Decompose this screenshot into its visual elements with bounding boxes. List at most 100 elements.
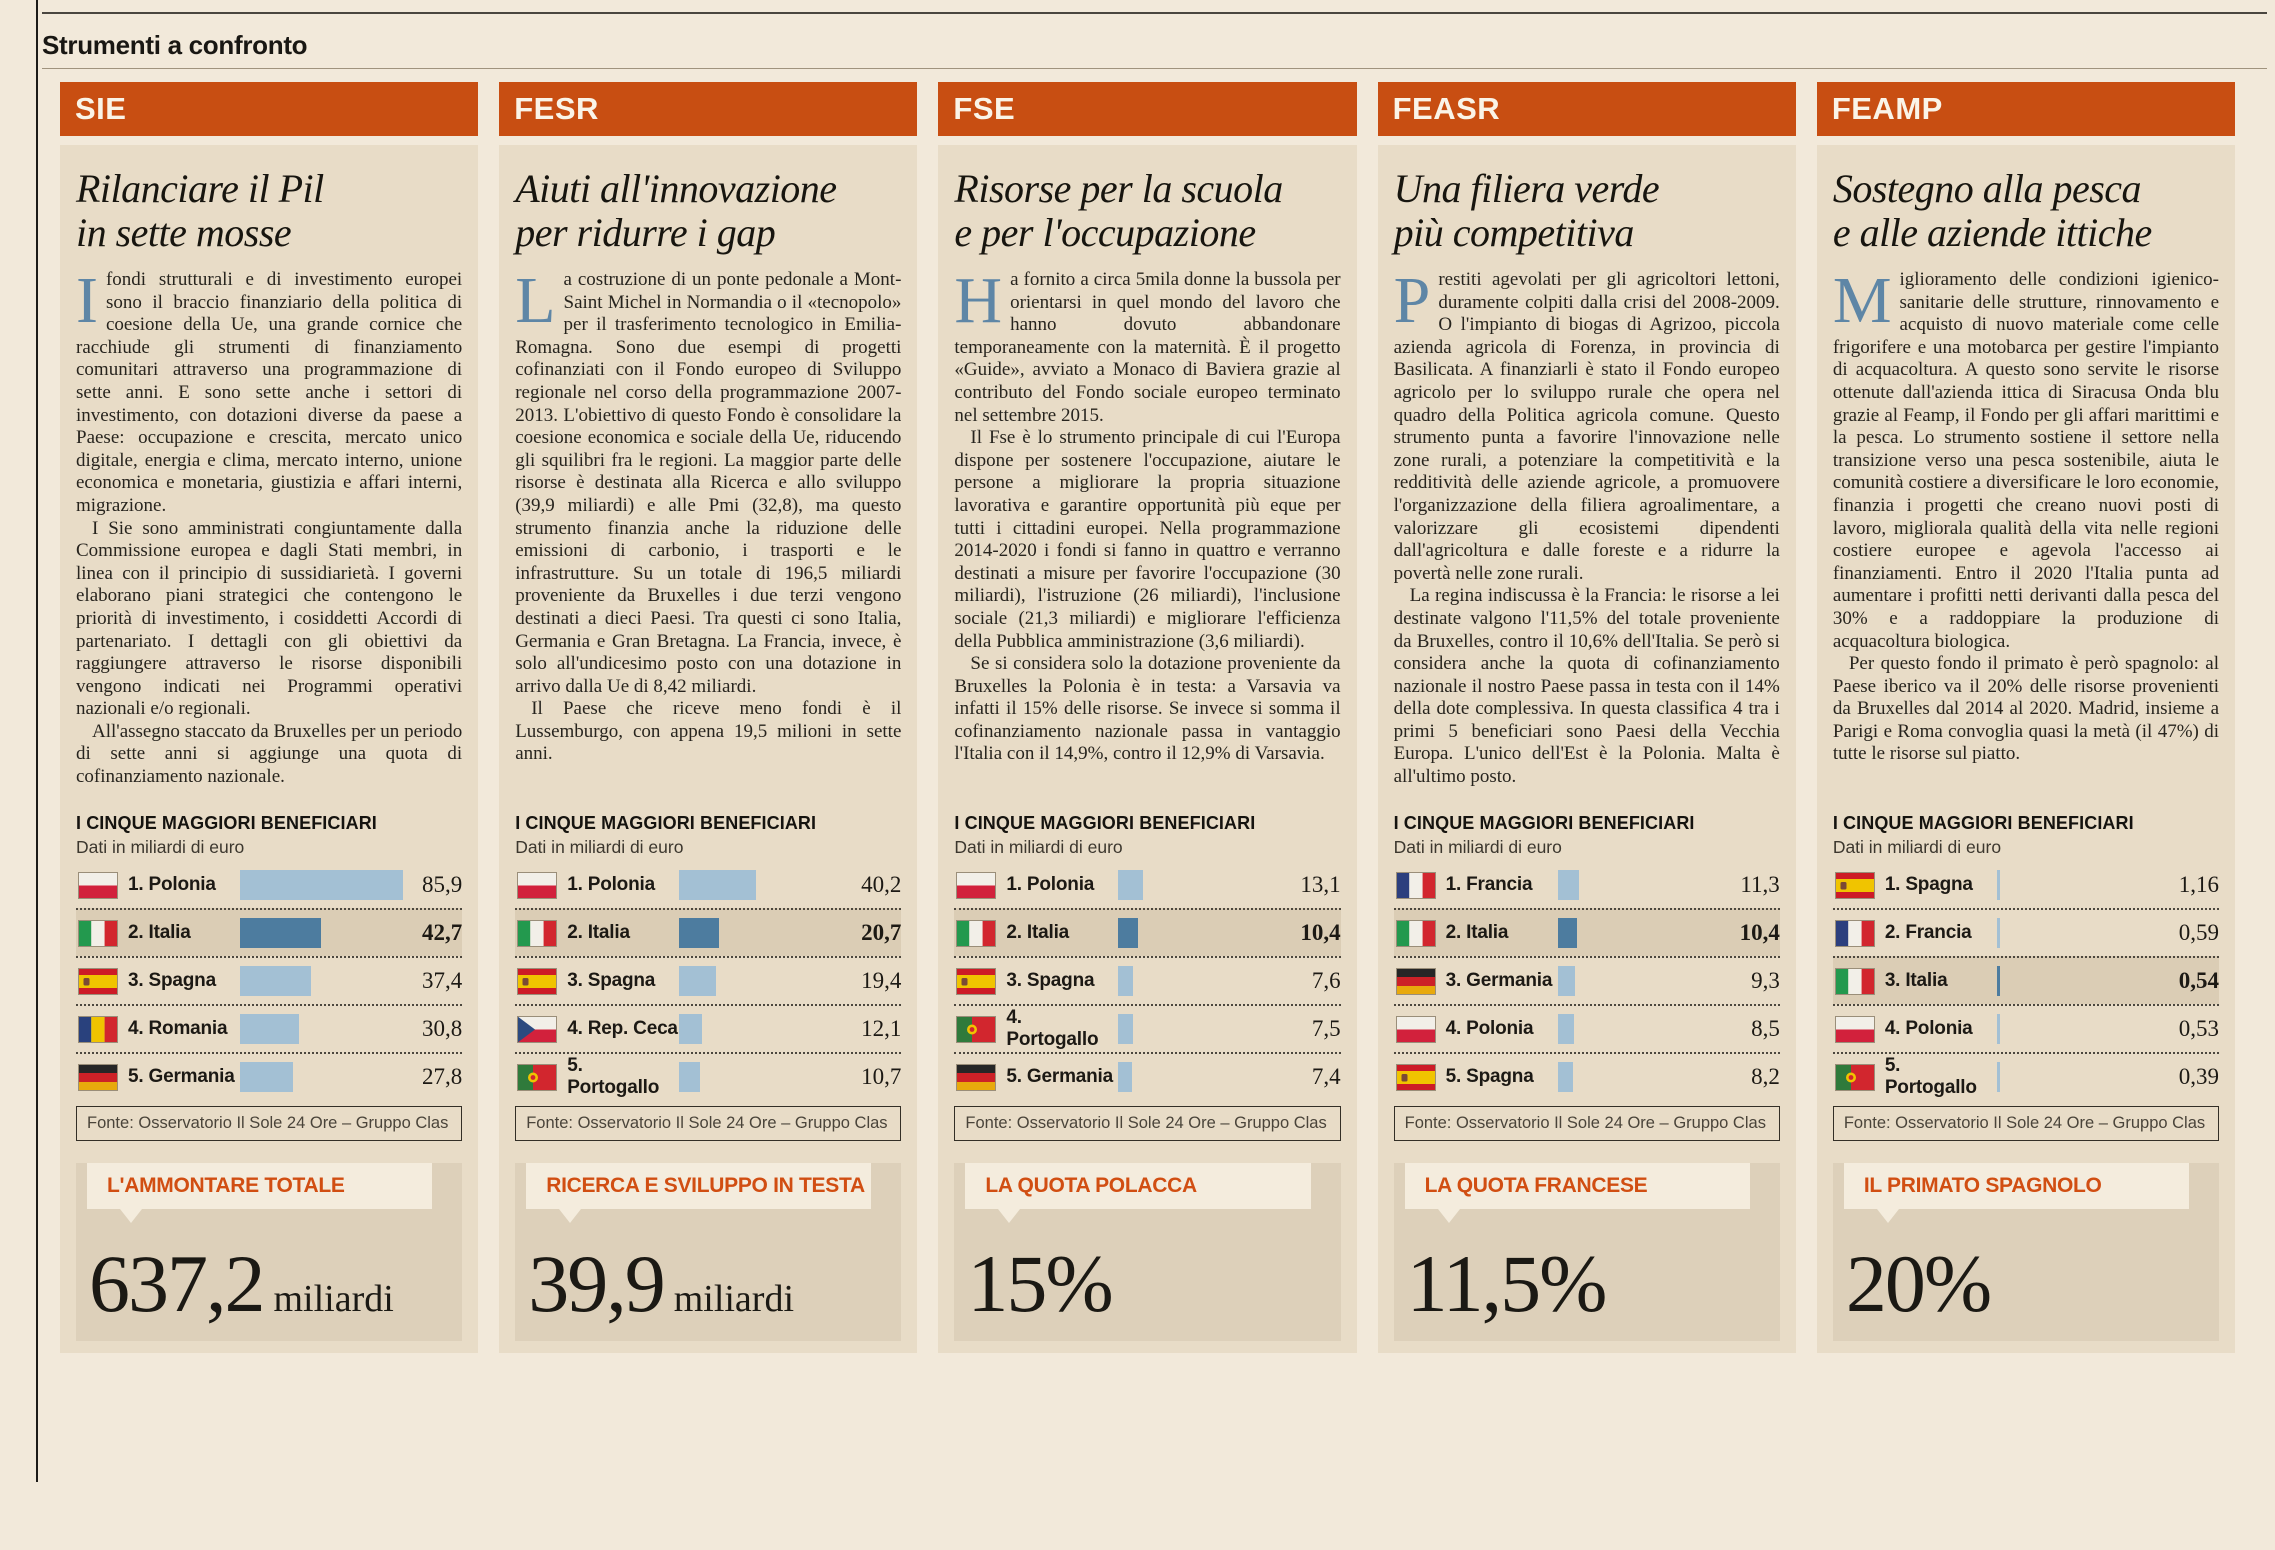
chart-subtitle: Dati in miliardi di euro <box>515 837 684 857</box>
stat-pointer-icon <box>1437 1209 1460 1223</box>
it-flag-icon <box>78 919 118 947</box>
fund-card: Aiuti all'innovazione per ridurre i gap … <box>499 145 918 1353</box>
beneficiary-label: 1. Polonia <box>567 874 655 895</box>
it-flag-icon <box>517 919 558 947</box>
stat-value: 11,5% <box>1407 1243 1616 1325</box>
beneficiary-row: 5. Germania 27,8 <box>76 1052 463 1100</box>
drop-cap: I <box>76 269 98 337</box>
pt-flag-icon <box>956 1015 997 1043</box>
bar-track <box>679 1014 843 1044</box>
bar-track <box>240 1062 404 1092</box>
bar-track <box>1557 870 1722 900</box>
chart-rows: 1. Polonia 40,2 2. Italia 20,7 3. Spagna 19,4… <box>515 862 902 1100</box>
fund-acronym: FESR <box>514 91 599 126</box>
chart-source: Fonte: Osservatorio Il Sole 24 Ore – Gru… <box>1832 1106 2220 1141</box>
beneficiary-value: 12,1 <box>861 1016 902 1041</box>
fund-column: FEASR Una filiera verde più competitiva … <box>1377 82 1796 1353</box>
body-paragraph: All'assegno staccato da Bruxelles per un… <box>76 720 463 788</box>
body-paragraph: Il Fse è lo strumento principale di cui … <box>954 427 1341 652</box>
beneficiary-row: 4. Rep. Ceca 12,1 <box>515 1004 902 1052</box>
beneficiary-row: 1. Polonia 13,1 <box>954 862 1341 908</box>
beneficiary-value: 9,3 <box>1751 968 1780 993</box>
value-bar <box>1118 870 1144 900</box>
chart-source: Fonte: Osservatorio Il Sole 24 Ore – Gru… <box>76 1106 463 1141</box>
bar-track <box>1118 1014 1282 1044</box>
bar-track <box>1996 1014 2161 1044</box>
fund-acronym: FEAMP <box>1831 91 1943 126</box>
beneficiary-value: 0,59 <box>2178 920 2220 945</box>
stat-value: 39,9 miliardi <box>528 1243 794 1325</box>
bar-track <box>679 918 843 948</box>
de-flag-icon <box>956 1063 997 1091</box>
value-bar <box>679 870 756 900</box>
beneficiary-label: 1. Spagna <box>1884 874 1973 895</box>
beneficiary-label: 4. Polonia <box>1445 1018 1534 1039</box>
ro-flag-icon <box>78 1015 118 1043</box>
stat-card: L'AMMONTARE TOTALE 637,2 miliardi <box>76 1163 463 1341</box>
value-bar <box>1118 1062 1133 1092</box>
bar-track <box>1996 1062 2161 1092</box>
chart-title: I CINQUE MAGGIORI BENEFICIARI <box>1832 813 2134 833</box>
value-bar <box>1118 1014 1133 1044</box>
beneficiary-label: 4. Romania <box>128 1018 228 1039</box>
bar-track <box>1996 966 2161 996</box>
beneficiary-label: 4. Polonia <box>1884 1018 1973 1039</box>
beneficiary-value: 20,7 <box>861 920 902 945</box>
body-paragraph: Se si considera solo la dotazione proven… <box>954 653 1341 765</box>
beneficiary-row: 2. Italia 10,4 <box>954 908 1341 956</box>
bar-track <box>1118 966 1282 996</box>
fund-card: Sostegno alla pesca e alle aziende ittic… <box>1816 145 2236 1353</box>
bar-track <box>679 966 843 996</box>
beneficiary-label: 3. Italia <box>1884 970 1948 991</box>
bar-track <box>1557 918 1722 948</box>
drop-cap: H <box>954 269 1003 337</box>
top-rule <box>42 12 2267 14</box>
stat-value: 637,2 miliardi <box>89 1243 394 1325</box>
beneficiary-value: 13,1 <box>1300 872 1341 897</box>
value-bar <box>1118 966 1133 996</box>
stat-value: 20% <box>1846 1243 2000 1325</box>
bar-track <box>1557 1062 1722 1092</box>
es-flag-icon <box>1395 1063 1436 1091</box>
beneficiary-row: 4. Portogallo 7,5 <box>954 1004 1341 1052</box>
value-bar <box>679 1014 703 1044</box>
stat-number: 11,5% <box>1406 1238 1608 1329</box>
stat-label-bar: IL PRIMATO SPAGNOLO <box>1843 1163 2190 1209</box>
stat-suffix: miliardi <box>273 1278 394 1320</box>
stat-label-bar: RICERCA E SVILUPPO IN TESTA <box>526 1163 872 1209</box>
value-bar <box>679 1062 700 1092</box>
beneficiaries-chart: I CINQUE MAGGIORI BENEFICIARI Dati in mi… <box>76 813 463 1141</box>
bar-track <box>1118 870 1282 900</box>
article-headline: Sostegno alla pesca e alle aziende ittic… <box>1832 166 2152 255</box>
bar-track <box>1996 918 2161 948</box>
pl-flag-icon <box>956 871 997 899</box>
beneficiaries-chart: I CINQUE MAGGIORI BENEFICIARI Dati in mi… <box>1832 813 2220 1141</box>
beneficiary-row: 2. Francia 0,59 <box>1832 908 2220 956</box>
beneficiary-label: 3. Spagna <box>128 970 216 991</box>
stat-label-bar: L'AMMONTARE TOTALE <box>87 1163 433 1209</box>
es-flag-icon <box>517 967 558 995</box>
stat-label-bar: LA QUOTA FRANCESE <box>1404 1163 1750 1209</box>
stat-card: LA QUOTA FRANCESE 11,5% <box>1393 1163 1780 1341</box>
stat-label: IL PRIMATO SPAGNOLO <box>1863 1174 2102 1197</box>
beneficiary-row: 5. Portogallo 10,7 <box>515 1052 902 1100</box>
beneficiary-row: 3. Italia 0,54 <box>1832 956 2220 1004</box>
chart-rows: 1. Spagna 1,16 2. Francia 0,59 3. Italia 0,54… <box>1832 862 2220 1100</box>
beneficiary-label: 1. Francia <box>1445 874 1533 895</box>
chart-subtitle: Dati in miliardi di euro <box>954 837 1123 857</box>
drop-cap: P <box>1393 269 1431 337</box>
left-page-rule <box>36 0 38 1482</box>
stat-label: L'AMMONTARE TOTALE <box>107 1174 345 1197</box>
beneficiary-label: 5. Germania <box>1006 1066 1113 1087</box>
beneficiary-value: 1,16 <box>2178 872 2220 897</box>
value-bar <box>1557 1062 1574 1092</box>
beneficiary-value: 27,8 <box>421 1064 463 1089</box>
beneficiary-row: 1. Francia 11,3 <box>1394 862 1780 908</box>
fund-header: FEASR <box>1377 82 1796 136</box>
value-bar <box>240 966 312 996</box>
beneficiary-label: 5. Spagna <box>1445 1066 1534 1087</box>
